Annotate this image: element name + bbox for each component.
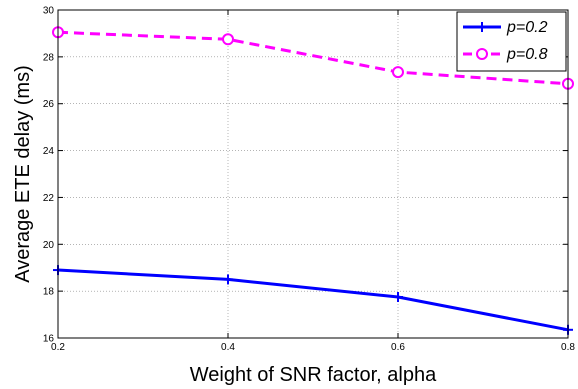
x-axis-label: Weight of SNR factor, alpha	[190, 364, 437, 386]
legend-marker	[476, 48, 488, 60]
legend-box	[456, 11, 567, 72]
y-tick-label: 16	[43, 334, 55, 345]
data-point	[393, 292, 403, 302]
data-point	[223, 274, 233, 285]
series-line	[57, 30, 569, 86]
x-tick-label: 0.6	[391, 342, 405, 353]
y-tick-label: 28	[43, 52, 55, 63]
y-tick-label: 26	[43, 99, 55, 110]
legend-marker	[477, 22, 487, 32]
data-point	[392, 66, 404, 79]
ticks: 0.2 0.4 0.6 0.8 16 18 20 22 24 26 28 30	[43, 6, 576, 354]
legend-label: p=0.2	[506, 19, 548, 36]
data-point	[222, 33, 234, 46]
y-axis-label: Average ETE delay (ms)	[12, 65, 34, 283]
y-tick-label: 22	[43, 193, 55, 204]
series-layer	[52, 26, 574, 335]
legend-label: p=0.8	[506, 46, 548, 63]
y-tick-label: 24	[43, 146, 55, 157]
x-tick-label: 0.2	[51, 342, 65, 353]
y-tick-label: 18	[43, 287, 55, 298]
x-tick-label: 0.4	[221, 342, 235, 353]
series-line	[57, 268, 569, 332]
legend: p=0.2 p=0.8	[456, 11, 567, 72]
y-tick-label: 30	[43, 6, 55, 17]
y-tick-label: 20	[43, 240, 55, 251]
x-tick-label: 0.8	[561, 342, 575, 353]
plot-frame	[57, 9, 569, 339]
